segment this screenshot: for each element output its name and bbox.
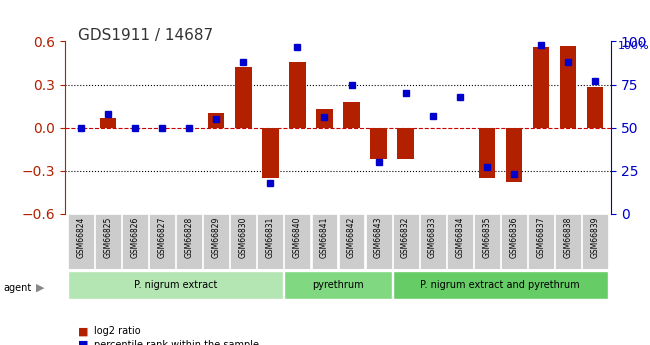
- Text: GSM66829: GSM66829: [212, 217, 221, 258]
- Text: P. nigrum extract and pyrethrum: P. nigrum extract and pyrethrum: [421, 280, 580, 289]
- Bar: [532, 47, 549, 128]
- FancyBboxPatch shape: [365, 214, 391, 269]
- FancyBboxPatch shape: [447, 214, 473, 269]
- Text: GSM66833: GSM66833: [428, 217, 437, 258]
- Bar: [478, 128, 495, 178]
- Text: ■: ■: [78, 326, 88, 336]
- FancyBboxPatch shape: [68, 270, 283, 298]
- Text: P. nigrum extract: P. nigrum extract: [134, 280, 218, 289]
- Text: percentile rank within the sample: percentile rank within the sample: [94, 340, 259, 345]
- Bar: [263, 128, 279, 178]
- Text: GSM66826: GSM66826: [131, 217, 140, 258]
- Text: GSM66825: GSM66825: [104, 217, 112, 258]
- FancyBboxPatch shape: [150, 214, 176, 269]
- FancyBboxPatch shape: [582, 214, 608, 269]
- Text: GSM66832: GSM66832: [401, 217, 410, 258]
- FancyBboxPatch shape: [122, 214, 148, 269]
- Text: ▶: ▶: [36, 283, 44, 293]
- Text: agent: agent: [3, 283, 31, 293]
- Text: GSM66843: GSM66843: [374, 217, 383, 258]
- Text: GSM66836: GSM66836: [509, 217, 518, 258]
- FancyBboxPatch shape: [285, 214, 311, 269]
- Text: pyrethrum: pyrethrum: [312, 280, 364, 289]
- Bar: [506, 128, 522, 182]
- FancyBboxPatch shape: [339, 214, 365, 269]
- Text: GSM66835: GSM66835: [482, 217, 491, 258]
- Bar: [370, 128, 387, 159]
- Text: 100%: 100%: [618, 41, 649, 51]
- Text: log2 ratio: log2 ratio: [94, 326, 141, 336]
- FancyBboxPatch shape: [420, 214, 446, 269]
- FancyBboxPatch shape: [203, 214, 229, 269]
- Bar: [317, 109, 333, 128]
- FancyBboxPatch shape: [555, 214, 580, 269]
- Text: GDS1911 / 14687: GDS1911 / 14687: [78, 28, 213, 42]
- Text: GSM66841: GSM66841: [320, 217, 329, 258]
- FancyBboxPatch shape: [393, 214, 419, 269]
- Text: GSM66828: GSM66828: [185, 217, 194, 258]
- Text: GSM66838: GSM66838: [564, 217, 572, 258]
- Bar: [100, 118, 116, 128]
- FancyBboxPatch shape: [393, 270, 608, 298]
- FancyBboxPatch shape: [285, 270, 391, 298]
- Text: GSM66830: GSM66830: [239, 217, 248, 258]
- Bar: [208, 113, 224, 128]
- FancyBboxPatch shape: [96, 214, 121, 269]
- FancyBboxPatch shape: [176, 214, 202, 269]
- Text: GSM66837: GSM66837: [536, 217, 545, 258]
- Bar: [343, 102, 359, 128]
- Text: GSM66842: GSM66842: [347, 217, 356, 258]
- Bar: [235, 67, 252, 128]
- FancyBboxPatch shape: [68, 214, 94, 269]
- FancyBboxPatch shape: [474, 214, 500, 269]
- Text: GSM66840: GSM66840: [293, 217, 302, 258]
- Bar: [289, 61, 306, 128]
- FancyBboxPatch shape: [528, 214, 554, 269]
- Text: GSM66834: GSM66834: [455, 217, 464, 258]
- Text: ■: ■: [78, 340, 88, 345]
- Bar: [560, 46, 576, 128]
- Bar: [587, 87, 603, 128]
- Text: GSM66839: GSM66839: [590, 217, 599, 258]
- Text: GSM66824: GSM66824: [77, 217, 86, 258]
- FancyBboxPatch shape: [230, 214, 256, 269]
- Text: GSM66831: GSM66831: [266, 217, 275, 258]
- FancyBboxPatch shape: [500, 214, 526, 269]
- FancyBboxPatch shape: [257, 214, 283, 269]
- Bar: [397, 128, 413, 159]
- Text: GSM66827: GSM66827: [158, 217, 167, 258]
- FancyBboxPatch shape: [311, 214, 337, 269]
